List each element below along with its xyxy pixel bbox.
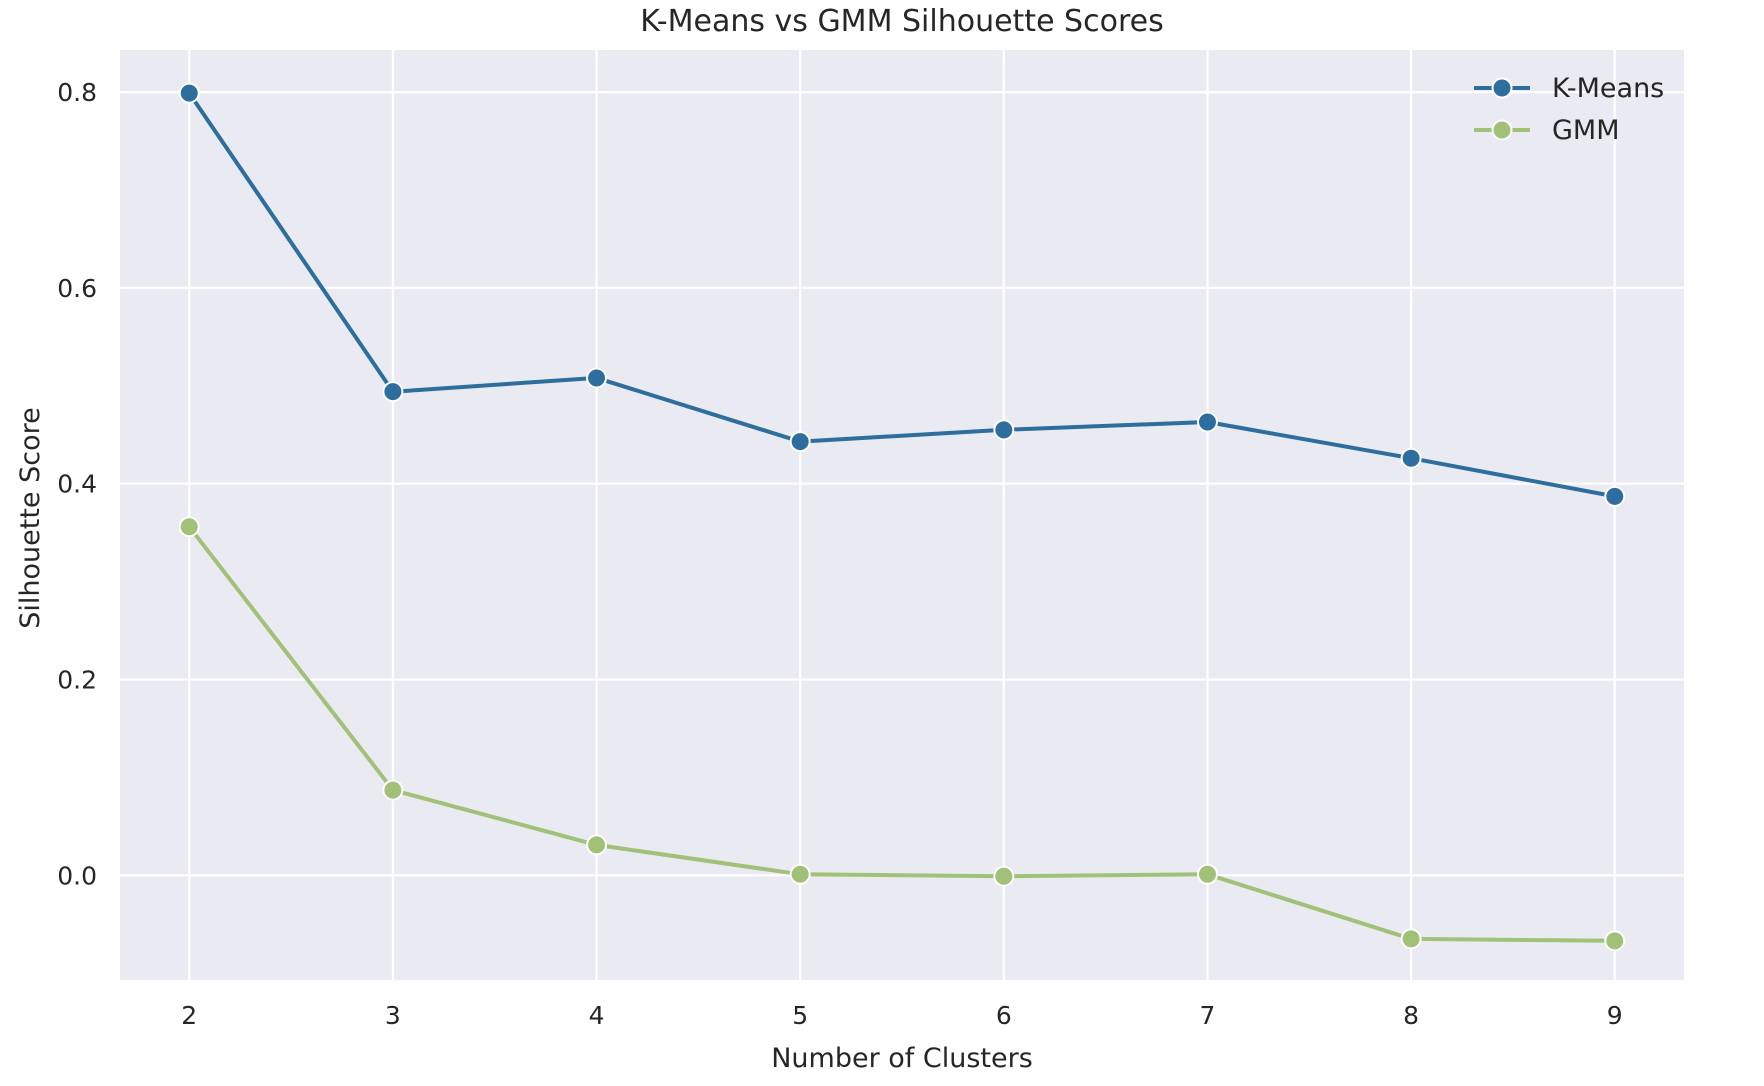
gmm-legend-marker	[1491, 119, 1513, 141]
k-means-point	[1196, 411, 1218, 433]
k-means-point	[1604, 485, 1626, 507]
k-means-point	[178, 82, 200, 104]
gmm-point	[586, 834, 608, 856]
k-means-point	[789, 431, 811, 453]
k-means-legend-label: K-Means	[1552, 73, 1664, 104]
gmm-point	[1196, 863, 1218, 885]
y-tick-labels: 0.0 0.2 0.4 0.6 0.8	[57, 78, 97, 890]
gmm-point	[1400, 928, 1422, 950]
x-tick-label: 4	[589, 1001, 605, 1030]
k-means-point	[382, 381, 404, 403]
k-means-point	[993, 419, 1015, 441]
gmm-line	[187, 524, 1617, 943]
x-axis-label: Number of Clusters	[771, 1043, 1033, 1074]
x-tick-label: 8	[1403, 1001, 1419, 1030]
x-tick-label: 6	[996, 1001, 1012, 1030]
k-means-line	[187, 91, 1617, 499]
y-tick-label: 0.2	[57, 665, 97, 694]
k-means-legend-marker	[1491, 77, 1513, 99]
plot-area	[120, 50, 1684, 980]
gmm-legend-label: GMM	[1552, 115, 1620, 146]
x-tick-label: 9	[1607, 1001, 1623, 1030]
gmm-point	[1604, 930, 1626, 952]
gmm-point	[993, 865, 1015, 887]
y-axis-label: Silhouette Score	[15, 407, 46, 628]
k-means-point	[586, 367, 608, 389]
x-tick-label: 3	[385, 1001, 401, 1030]
x-tick-labels: 2 3 4 5 6 7 8 9	[181, 1001, 1622, 1030]
y-tick-label: 0.4	[57, 470, 97, 499]
x-tick-label: 5	[792, 1001, 808, 1030]
gmm-point	[789, 863, 811, 885]
y-tick-label: 0.6	[57, 274, 97, 303]
x-tick-label: 7	[1200, 1001, 1216, 1030]
gmm-point	[178, 516, 200, 538]
y-tick-label: 0.8	[57, 78, 97, 107]
gmm-point	[382, 779, 404, 801]
k-means-point	[1400, 447, 1422, 469]
x-tick-label: 2	[181, 1001, 197, 1030]
series-layer	[178, 82, 1626, 952]
chart-title: K-Means vs GMM Silhouette Scores	[640, 4, 1163, 39]
y-tick-label: 0.0	[57, 861, 97, 890]
legend: K-Means GMM	[1474, 73, 1664, 146]
